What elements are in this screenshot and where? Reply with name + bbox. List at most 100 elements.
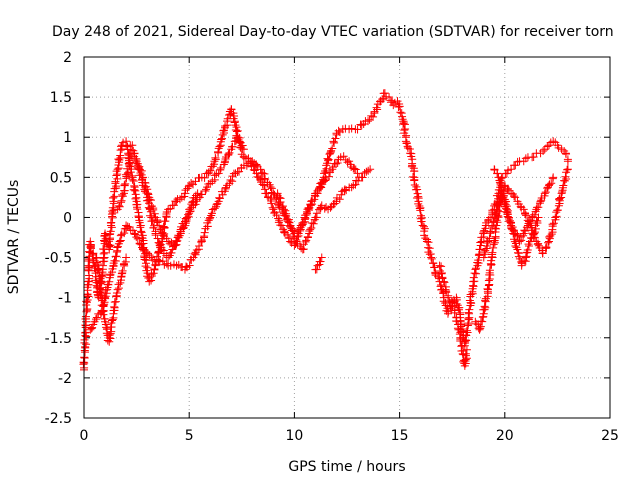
data-point <box>129 177 138 186</box>
data-point <box>149 269 158 278</box>
data-point <box>207 211 216 220</box>
data-point <box>321 176 330 185</box>
data-point <box>121 179 130 188</box>
data-point <box>197 190 206 199</box>
data-point <box>488 248 497 257</box>
data-point <box>551 213 560 222</box>
data-point <box>114 201 123 210</box>
data-point <box>88 249 97 258</box>
data-point <box>549 219 558 228</box>
data-point <box>130 149 139 158</box>
data-point <box>478 317 487 326</box>
data-point <box>407 162 416 171</box>
data-point <box>507 165 516 174</box>
data-point <box>192 246 201 255</box>
data-point <box>137 227 146 236</box>
data-point <box>316 257 325 266</box>
data-point <box>186 204 195 213</box>
data-point <box>107 223 116 232</box>
data-point <box>83 280 92 289</box>
data-point <box>231 169 240 178</box>
data-point <box>204 168 213 177</box>
data-point <box>333 159 342 168</box>
data-point <box>118 190 127 199</box>
data-point <box>148 216 157 225</box>
data-point <box>191 191 200 200</box>
data-point <box>324 155 333 164</box>
data-point <box>523 245 532 254</box>
data-point <box>216 165 225 174</box>
data-point <box>542 243 551 252</box>
data-point <box>540 189 549 198</box>
data-point <box>122 253 131 262</box>
data-point <box>140 185 149 194</box>
data-point <box>427 253 436 262</box>
data-point <box>95 276 104 285</box>
data-point <box>531 228 540 237</box>
chart-title: Day 248 of 2021, Sidereal Day-to-day VTE… <box>52 24 614 40</box>
data-point <box>563 165 572 174</box>
data-point <box>138 181 147 190</box>
data-point <box>323 154 332 163</box>
y-tick-label: -1 <box>58 291 72 307</box>
data-point <box>217 135 226 144</box>
data-point <box>474 250 483 259</box>
data-point <box>117 198 126 207</box>
y-tick-label: -2.5 <box>45 411 72 427</box>
x-tick-label: 15 <box>391 428 409 444</box>
data-point <box>162 259 171 268</box>
data-point <box>465 305 474 314</box>
data-point <box>552 208 561 217</box>
data-point <box>111 252 120 261</box>
data-point <box>484 216 493 225</box>
data-point <box>470 269 479 278</box>
data-point <box>437 262 446 271</box>
data-point <box>239 145 248 154</box>
data-point <box>270 209 279 218</box>
data-point <box>105 237 114 246</box>
data-point <box>491 210 500 219</box>
data-point <box>85 262 94 271</box>
data-point <box>324 172 333 181</box>
data-point <box>150 221 159 230</box>
data-point <box>213 147 222 156</box>
data-point <box>510 237 519 246</box>
data-point <box>306 225 315 234</box>
data-point <box>307 224 316 233</box>
data-point <box>561 172 570 181</box>
data-point <box>215 142 224 151</box>
data-point <box>317 253 326 262</box>
data-point <box>528 212 537 221</box>
data-point <box>303 233 312 242</box>
data-point <box>81 312 90 321</box>
data-point <box>531 224 540 233</box>
data-point <box>214 144 223 153</box>
data-point <box>95 268 104 277</box>
data-point <box>526 237 535 246</box>
data-point <box>479 309 488 318</box>
data-point <box>145 277 154 286</box>
data-point <box>331 159 340 168</box>
data-point <box>525 217 534 226</box>
data-point <box>505 216 514 225</box>
data-point <box>117 196 126 205</box>
data-point <box>353 169 362 178</box>
data-point <box>413 185 422 194</box>
data-point <box>268 203 277 212</box>
data-point <box>100 231 109 240</box>
data-point <box>277 221 286 230</box>
data-point <box>315 205 324 214</box>
data-point <box>267 199 276 208</box>
data-point <box>191 193 200 202</box>
data-point <box>519 231 528 240</box>
data-point <box>349 181 358 190</box>
data-point <box>350 164 359 173</box>
data-point <box>486 213 495 222</box>
data-point <box>188 198 197 207</box>
x-tick-label: 10 <box>285 428 303 444</box>
data-point <box>493 201 502 210</box>
data-point <box>154 256 163 265</box>
data-point <box>183 184 192 193</box>
data-point <box>129 185 138 194</box>
data-point <box>479 253 488 262</box>
